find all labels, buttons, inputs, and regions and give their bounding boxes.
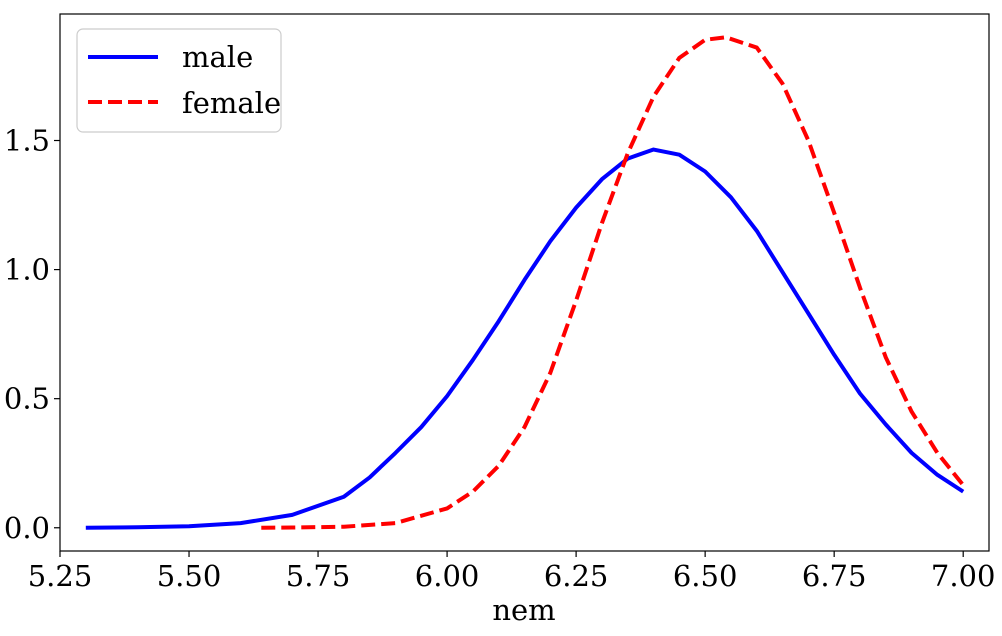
x-tick-label: 7.00 [931, 559, 996, 593]
x-tick-label: 6.25 [544, 559, 609, 593]
y-tick-label: 0.5 [4, 382, 50, 416]
series-line-female [261, 35, 965, 530]
x-tick-label: 5.75 [286, 559, 351, 593]
y-axis: 0.0 0.5 1.0 1.5 [4, 124, 60, 545]
y-tick-label: 0.0 [4, 511, 50, 545]
x-axis: 5.25 5.50 5.75 6.00 6.25 6.50 6.75 7.00 [28, 551, 996, 593]
x-tick-label: 5.25 [28, 559, 93, 593]
y-tick-label: 1.5 [4, 124, 50, 158]
legend: male female [76, 28, 282, 133]
series-line-male [85, 147, 965, 530]
x-tick-label: 5.50 [157, 559, 222, 593]
x-tick-label: 6.75 [802, 559, 867, 593]
legend-label-female: female [182, 86, 281, 120]
x-tick-label: 6.50 [673, 559, 738, 593]
x-tick-label: 6.00 [415, 559, 480, 593]
y-tick-label: 1.0 [4, 253, 50, 287]
legend-box [76, 28, 282, 133]
series-layer [85, 35, 965, 530]
legend-label-male: male [182, 40, 253, 74]
x-axis-title: nem [492, 593, 555, 627]
plot-frame [59, 13, 990, 552]
